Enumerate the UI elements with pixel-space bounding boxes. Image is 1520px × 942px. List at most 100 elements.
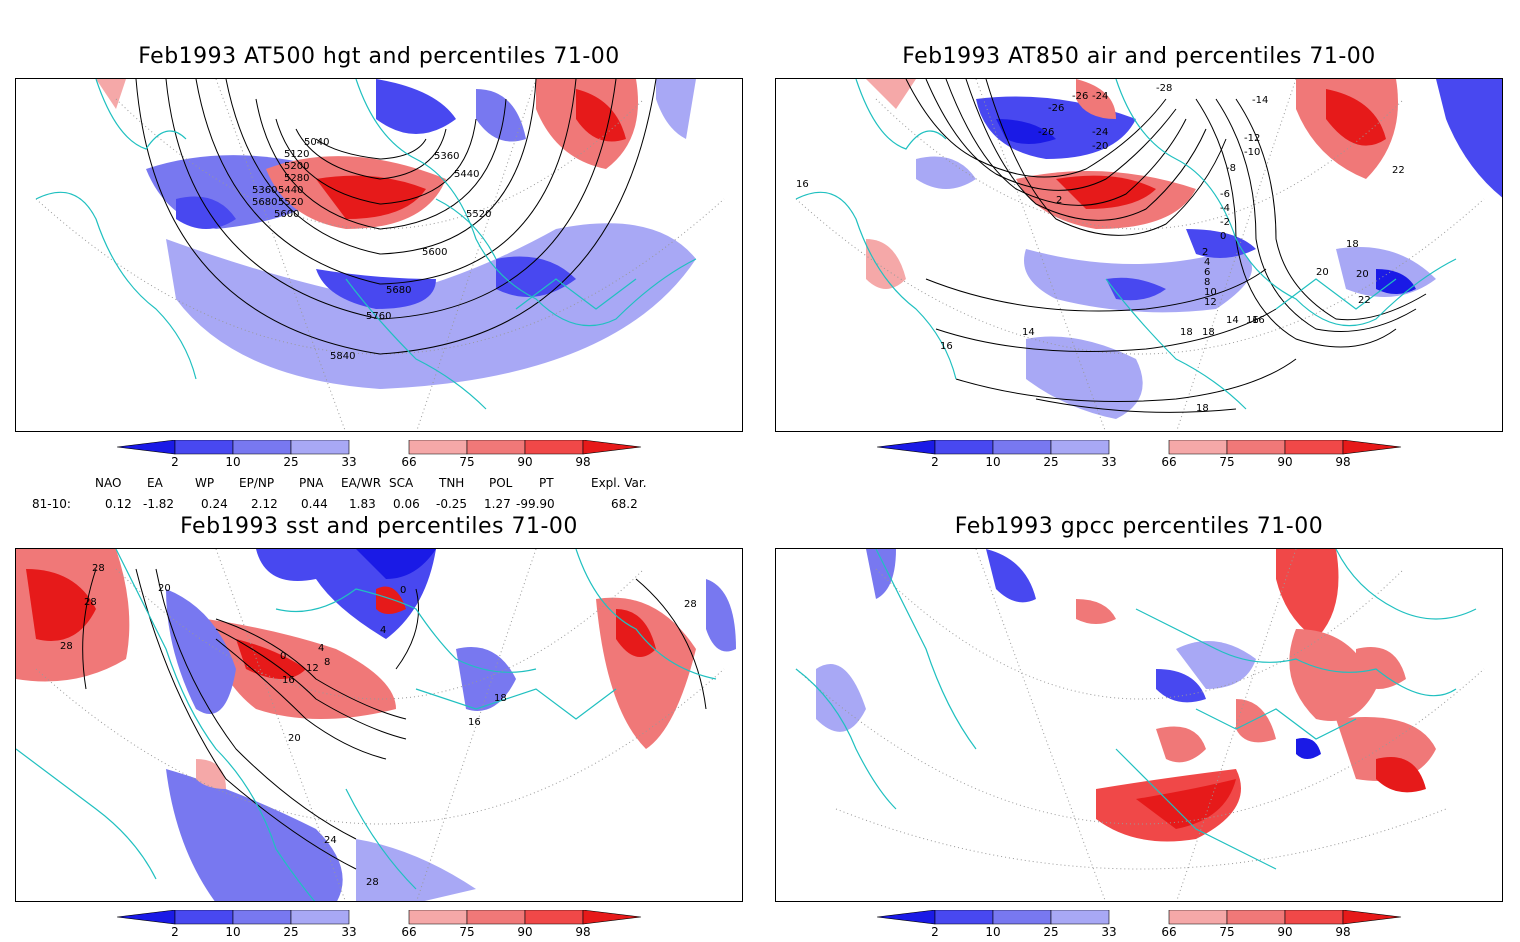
- indices-header-tnh: TNH: [439, 476, 465, 490]
- contour-label: 28: [92, 563, 105, 574]
- colorbar-segment-3: [290, 440, 350, 455]
- colorbar-segment-6: [524, 440, 584, 455]
- contour-label: 14: [1022, 327, 1035, 338]
- map-panel-gpcc: [775, 548, 1503, 902]
- contour-label: 10: [1204, 287, 1217, 298]
- contour-label: 0: [280, 651, 286, 662]
- colorbar-segment-4: [1168, 910, 1228, 925]
- colorbar-segment-4: [408, 440, 468, 455]
- colorbar-segment-3: [1050, 910, 1110, 925]
- colorbar-graphic: [877, 440, 1402, 455]
- colorbar-segment-2: [232, 440, 292, 455]
- contour-label: 5680: [252, 197, 277, 208]
- colorbar-tick-label: 10: [985, 925, 1001, 939]
- contour-label: -10: [1244, 147, 1260, 158]
- map-panel-hgt: 5040 5120 5200 5280 5360 5440 5520 5600 …: [15, 78, 743, 432]
- colorbar-air: 2 10 25 33 66 75 90 98: [877, 440, 1407, 472]
- contour-label: 4: [1204, 257, 1210, 268]
- colorbar-tick-label: 66: [1161, 455, 1177, 469]
- colorbar-tick-label: 75: [459, 455, 475, 469]
- contour-label: 24: [324, 835, 337, 846]
- contour-label: 22: [1358, 295, 1371, 306]
- panel-title-gpcc: Feb1993 gpcc percentiles 71-00: [954, 514, 1324, 539]
- colorbar-segment-5: [1226, 440, 1286, 455]
- contour-label: 8: [1204, 277, 1210, 288]
- contour-label: 16: [1246, 315, 1259, 326]
- colorbar-tick-label: 25: [283, 455, 299, 469]
- colorbar-segment-7: [582, 440, 642, 455]
- contour-label: 5200: [284, 161, 309, 172]
- colorbar-segment-0: [877, 910, 936, 925]
- contour-label: 20: [288, 733, 301, 744]
- colorbar-tick-label: 33: [341, 455, 357, 469]
- colorbar-segment-7: [582, 910, 642, 925]
- contour-label: 5840: [330, 351, 355, 362]
- contour-label: 28: [84, 597, 97, 608]
- graticule-hgt: [35, 79, 725, 431]
- contour-label: 16: [468, 717, 481, 728]
- colorbar-tick-label: 98: [575, 455, 591, 469]
- contour-label: -24: [1092, 91, 1108, 102]
- contour-label: 18: [494, 693, 507, 704]
- colorbar-segment-6: [1284, 440, 1344, 455]
- panel-title-sst: Feb1993 sst and percentiles 71-00: [180, 514, 578, 539]
- indices-value-nao: 0.12: [105, 497, 132, 511]
- indices-value-eawr: 1.83: [349, 497, 376, 511]
- colorbar-segment-6: [1284, 910, 1344, 925]
- indices-header-ea: EA: [147, 476, 163, 490]
- colorbar-segment-4: [408, 910, 468, 925]
- contour-label: 16: [940, 341, 953, 352]
- coastlines-air: [795, 79, 1457, 410]
- colorbar-tick-label: 90: [517, 455, 533, 469]
- contour-label: 20: [1356, 269, 1369, 280]
- colorbar-tick-label: 25: [283, 925, 299, 939]
- indices-value-ea: -1.82: [143, 497, 175, 511]
- graticule-sst: [35, 549, 725, 901]
- indices-header-pt: PT: [539, 476, 554, 490]
- colorbar-tick-label: 98: [1335, 455, 1351, 469]
- graticule-air: [795, 79, 1485, 431]
- contour-label: -6: [1220, 189, 1230, 200]
- colorbar-graphic: [877, 910, 1402, 925]
- contour-label: 18: [1202, 327, 1215, 338]
- colorbar-tick-label: 10: [225, 925, 241, 939]
- indices-value-sca: 0.06: [393, 497, 420, 511]
- indices-value-explvar: 68.2: [611, 497, 638, 511]
- indices-header-wp: WP: [195, 476, 215, 490]
- colorbar-hgt: 2 10 25 33 66 75 90 98: [117, 440, 647, 472]
- contour-label: 28: [684, 599, 697, 610]
- colorbar-segment-6: [524, 910, 584, 925]
- sst-contours: [82, 568, 707, 870]
- contour-label: 18: [1196, 403, 1209, 414]
- colorbar-segment-1: [934, 910, 994, 925]
- colorbar-tick-label: 2: [931, 925, 939, 939]
- colorbar-segment-7: [1342, 440, 1402, 455]
- colorbar-tick-label: 75: [1219, 455, 1235, 469]
- colorbar-tick-label: 25: [1043, 925, 1059, 939]
- contour-label: -26: [1038, 127, 1054, 138]
- colorbar-tick-label: 2: [171, 455, 179, 469]
- contour-label: 5520: [278, 197, 303, 208]
- indices-period: 81-10:: [32, 497, 71, 511]
- contour-label: 28: [366, 877, 379, 888]
- indices-header-sca: SCA: [389, 476, 414, 490]
- indices-value-pna: 0.44: [301, 497, 328, 511]
- colorbar-graphic: [117, 910, 642, 925]
- contour-label: 16: [282, 675, 295, 686]
- contour-label: 16: [796, 179, 809, 190]
- indices-value-tnh: -0.25: [436, 497, 468, 511]
- coastlines-hgt: [35, 79, 697, 410]
- colorbar-tick-label: 33: [1101, 455, 1117, 469]
- contour-label: 5280: [284, 173, 309, 184]
- contour-label: 2: [1202, 247, 1208, 258]
- indices-header-epnp: EP/NP: [239, 476, 275, 490]
- contour-label: 5360: [434, 151, 459, 162]
- colorbar-tick-label: 75: [459, 925, 475, 939]
- indices-header-nao: NAO: [95, 476, 122, 490]
- colorbar-tick-label: 2: [171, 925, 179, 939]
- contour-label: 5360: [252, 185, 277, 196]
- panel-title-air: Feb1993 AT850 air and percentiles 71-00: [902, 44, 1376, 69]
- colorbar-segment-7: [1342, 910, 1402, 925]
- colorbar-segment-0: [117, 440, 176, 455]
- contour-label: 12: [306, 663, 319, 674]
